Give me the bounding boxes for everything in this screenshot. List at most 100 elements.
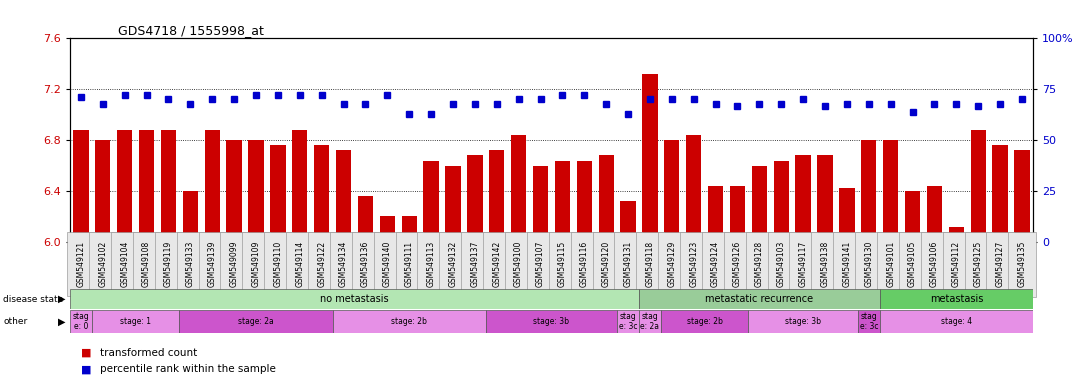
Text: ▶: ▶ [58, 294, 65, 304]
Bar [314, 145, 329, 242]
Text: metastatic recurrence: metastatic recurrence [705, 294, 813, 304]
Text: GSM549126: GSM549126 [733, 241, 742, 287]
Bar [70, 310, 91, 333]
Bar [91, 310, 180, 333]
Bar [971, 130, 986, 242]
Text: stage: 3b: stage: 3b [785, 317, 821, 326]
Bar [292, 130, 308, 242]
Text: GSM549141: GSM549141 [843, 241, 851, 287]
Text: stag
e: 2a: stag e: 2a [640, 312, 660, 331]
Bar [795, 156, 811, 242]
Bar [533, 166, 548, 242]
Bar [357, 196, 373, 242]
Text: GSM549100: GSM549100 [514, 241, 523, 287]
Bar [621, 201, 636, 242]
Bar [424, 161, 439, 242]
Bar [183, 191, 198, 242]
Text: GSM549112: GSM549112 [952, 241, 961, 287]
Bar [858, 310, 880, 333]
Text: GSM549131: GSM549131 [624, 241, 633, 287]
Text: GSM549113: GSM549113 [426, 241, 436, 287]
Text: GSM549133: GSM549133 [186, 241, 195, 287]
Text: stage: 2b: stage: 2b [392, 317, 427, 326]
Text: GSM549118: GSM549118 [646, 241, 654, 287]
Bar [1015, 151, 1030, 242]
Text: GSM549109: GSM549109 [252, 241, 260, 287]
Bar [336, 151, 351, 242]
Bar [949, 227, 964, 242]
Text: GSM549104: GSM549104 [121, 241, 129, 287]
Bar [992, 145, 1008, 242]
Bar [598, 156, 613, 242]
Bar [249, 140, 264, 242]
Bar [618, 310, 639, 333]
Bar [270, 145, 285, 242]
Bar [880, 310, 1033, 333]
Text: GSM549137: GSM549137 [470, 241, 479, 287]
Bar [861, 140, 877, 242]
Text: ■: ■ [81, 364, 91, 374]
Bar [752, 166, 767, 242]
Bar [839, 189, 854, 242]
Bar [577, 161, 592, 242]
Text: stag
e: 3c: stag e: 3c [619, 312, 637, 331]
Bar [661, 310, 749, 333]
Text: GSM549114: GSM549114 [295, 241, 305, 287]
Text: GSM549105: GSM549105 [908, 241, 917, 287]
Text: other: other [3, 317, 28, 326]
Text: GDS4718 / 1555998_at: GDS4718 / 1555998_at [118, 24, 264, 37]
Text: GSM549129: GSM549129 [667, 241, 677, 287]
Text: metastasis: metastasis [930, 294, 983, 304]
Text: stag
e: 3c: stag e: 3c [860, 312, 878, 331]
Text: GSM549099: GSM549099 [229, 241, 239, 288]
Bar [749, 310, 858, 333]
Text: GSM549107: GSM549107 [536, 241, 546, 287]
Text: GSM549101: GSM549101 [887, 241, 895, 287]
Text: GSM549128: GSM549128 [755, 241, 764, 287]
Text: GSM549111: GSM549111 [405, 241, 413, 287]
Text: ■: ■ [81, 348, 91, 358]
Bar [664, 140, 679, 242]
Text: GSM549122: GSM549122 [317, 241, 326, 287]
Bar [818, 156, 833, 242]
Text: GSM549116: GSM549116 [580, 241, 589, 287]
Text: GSM549135: GSM549135 [1018, 241, 1027, 287]
Text: transformed count: transformed count [100, 348, 197, 358]
Text: GSM549134: GSM549134 [339, 241, 348, 287]
Bar [95, 140, 111, 242]
Bar [883, 140, 898, 242]
Text: GSM549120: GSM549120 [601, 241, 611, 287]
Bar [226, 140, 242, 242]
Bar [926, 186, 943, 242]
Bar [139, 130, 154, 242]
Text: GSM549142: GSM549142 [492, 241, 501, 287]
Text: GSM549108: GSM549108 [142, 241, 151, 287]
Text: GSM549140: GSM549140 [383, 241, 392, 287]
Bar [511, 135, 526, 242]
Bar [555, 161, 570, 242]
Bar [160, 130, 176, 242]
Bar [490, 151, 505, 242]
Bar [639, 310, 661, 333]
Bar [642, 74, 657, 242]
Bar [730, 186, 746, 242]
Bar [380, 217, 395, 242]
Text: GSM549124: GSM549124 [711, 241, 720, 287]
Bar [686, 135, 702, 242]
Text: stage: 3b: stage: 3b [534, 317, 569, 326]
Text: no metastasis: no metastasis [321, 294, 388, 304]
Text: stage: 2a: stage: 2a [238, 317, 274, 326]
Text: GSM549103: GSM549103 [777, 241, 785, 287]
Bar [117, 130, 132, 242]
Text: GSM549121: GSM549121 [76, 241, 85, 287]
Bar [639, 289, 880, 309]
Text: stage: 1: stage: 1 [121, 317, 151, 326]
Text: GSM549136: GSM549136 [360, 241, 370, 287]
Bar [708, 186, 723, 242]
Bar [445, 166, 461, 242]
Text: GSM549132: GSM549132 [449, 241, 457, 287]
Text: GSM549115: GSM549115 [557, 241, 567, 287]
Bar [180, 310, 332, 333]
Text: disease state: disease state [3, 295, 63, 304]
Text: ▶: ▶ [58, 316, 65, 326]
